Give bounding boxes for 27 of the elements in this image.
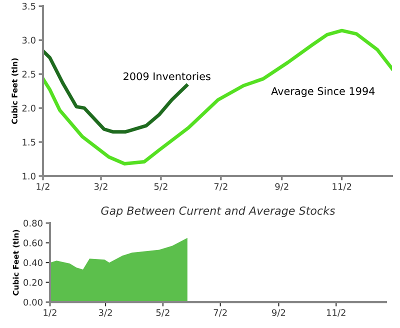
y-tick-label: 0.20 <box>24 279 42 286</box>
x-tick-label: 9/2 <box>272 309 286 317</box>
line-series <box>43 28 392 166</box>
y-tick-label: 1.5 <box>22 138 36 146</box>
series-label: Average Since 1994 <box>271 86 375 98</box>
x-tick-label: 7/2 <box>214 183 228 191</box>
y-tick-label: 3.5 <box>22 2 36 10</box>
series-label: 2009 Inventories <box>124 72 210 80</box>
y-tick-label: 0.80 <box>24 220 42 227</box>
y-tick-label: 0.60 <box>24 240 42 246</box>
y-tick-label: 3.0 <box>22 36 36 44</box>
x-tick-label: 5/2 <box>156 309 170 317</box>
y-tick-label: 2.5 <box>22 70 36 78</box>
x-tick-label: 1/2 <box>44 309 56 317</box>
y-tick-label: 1.0 <box>22 172 36 180</box>
x-tick-label: 3/2 <box>94 183 108 191</box>
y-tick-label: 0.40 <box>24 259 42 266</box>
x-tick-label: 11/2 <box>332 183 352 191</box>
x-tick-label: 5/2 <box>154 183 168 191</box>
x-tick-label: 9/2 <box>275 183 288 191</box>
chart-title: Gap Between Current and Average Stocks <box>101 206 336 218</box>
x-tick-label: 7/2 <box>214 309 227 317</box>
x-tick-label: 1/2 <box>36 183 50 191</box>
x-tick-label: 3/2 <box>98 309 112 317</box>
y-tick-label: 0.00 <box>24 298 42 306</box>
y-tick-label: 2.0 <box>22 104 36 112</box>
x-tick-label: 11/2 <box>326 309 346 317</box>
